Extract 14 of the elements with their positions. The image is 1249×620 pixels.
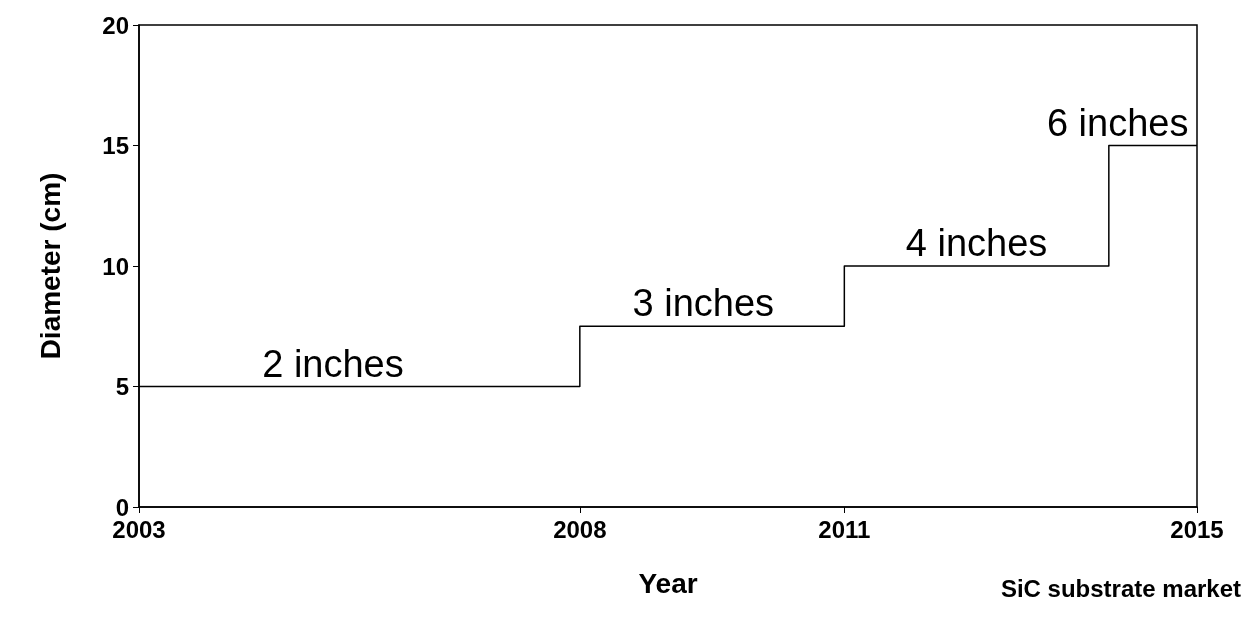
annotation: 2 inches [262, 342, 404, 385]
y-tick-label: 20 [102, 11, 129, 39]
x-tick-label: 2011 [818, 515, 871, 543]
annotation: 3 inches [632, 282, 775, 325]
x-tick-label: 2015 [1170, 515, 1224, 543]
y-tick-label: 15 [102, 132, 129, 159]
y-axis-title: Diameter (cm) [34, 172, 66, 360]
y-tick-label: 10 [102, 252, 129, 280]
annotation: 6 inches [1046, 101, 1189, 144]
x-tick-label: 2008 [553, 515, 607, 543]
x-axis-title: Year [638, 567, 698, 599]
annotation: 4 inches [905, 222, 1048, 264]
text: SiC substrate market [1000, 574, 1242, 602]
y-tick-label: 5 [115, 373, 129, 400]
